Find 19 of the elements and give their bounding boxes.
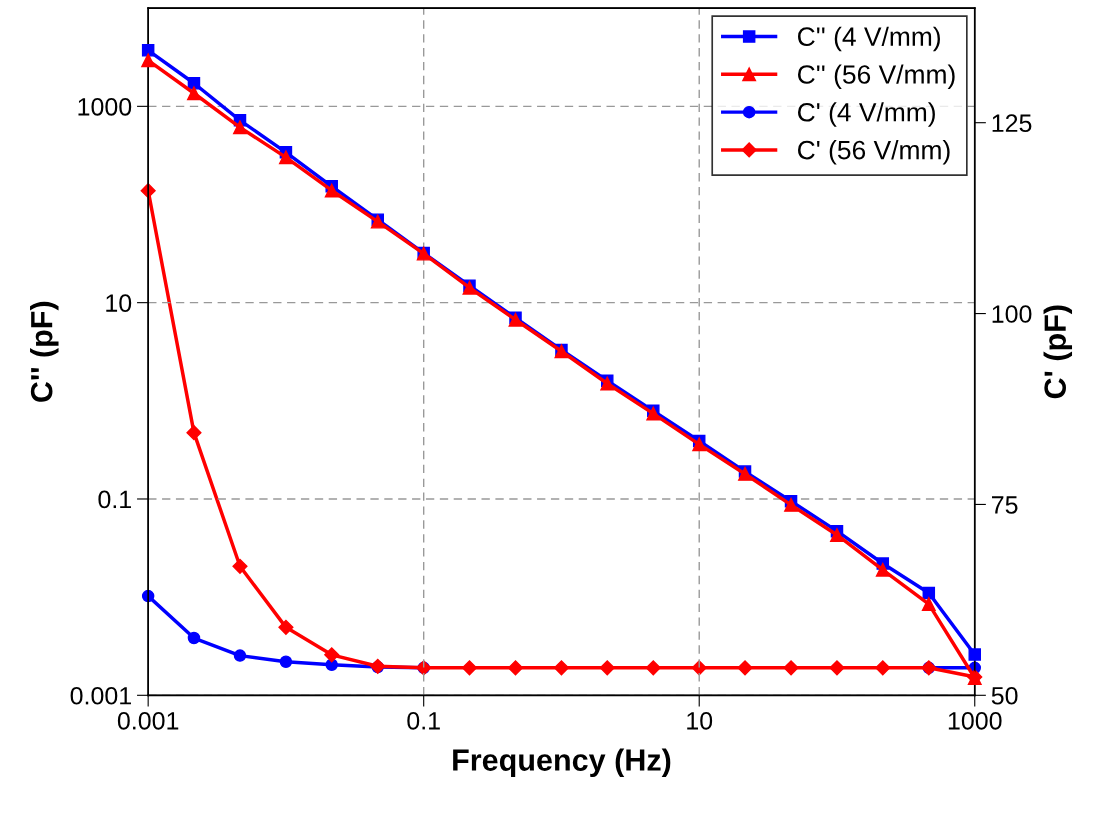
y2-tick-label: 125 xyxy=(992,114,1032,132)
y-tick-label: 0.1 xyxy=(98,490,131,509)
y-tick-label: 10 xyxy=(106,294,132,312)
y2-tick-label: 100 xyxy=(992,305,1032,323)
legend-label: C'' (4 V/mm) xyxy=(798,26,940,52)
legend-label: C'' (56 V/mm) xyxy=(798,64,955,90)
x-tick-label: 10 xyxy=(687,711,713,730)
y-axis-title: C'' (pF) xyxy=(30,301,59,402)
legend-label: C' (56 V/mm) xyxy=(798,140,950,165)
y2-tick-label: 50 xyxy=(991,686,1018,705)
y-tick-label: 1000 xyxy=(78,97,132,116)
x-axis-title: Frequency (Hz) xyxy=(453,748,671,777)
x-tick-label: 0.001 xyxy=(117,711,179,730)
legend-label: C' (4 V/mm) xyxy=(798,102,935,127)
y2-axis-title: C' (pF) xyxy=(1043,305,1073,399)
x-tick-label: 0.1 xyxy=(407,711,440,730)
y-tick-label: 0.001 xyxy=(70,686,131,705)
y2-tick-label: 75 xyxy=(992,496,1018,514)
x-tick-label: 1000 xyxy=(948,711,1002,730)
